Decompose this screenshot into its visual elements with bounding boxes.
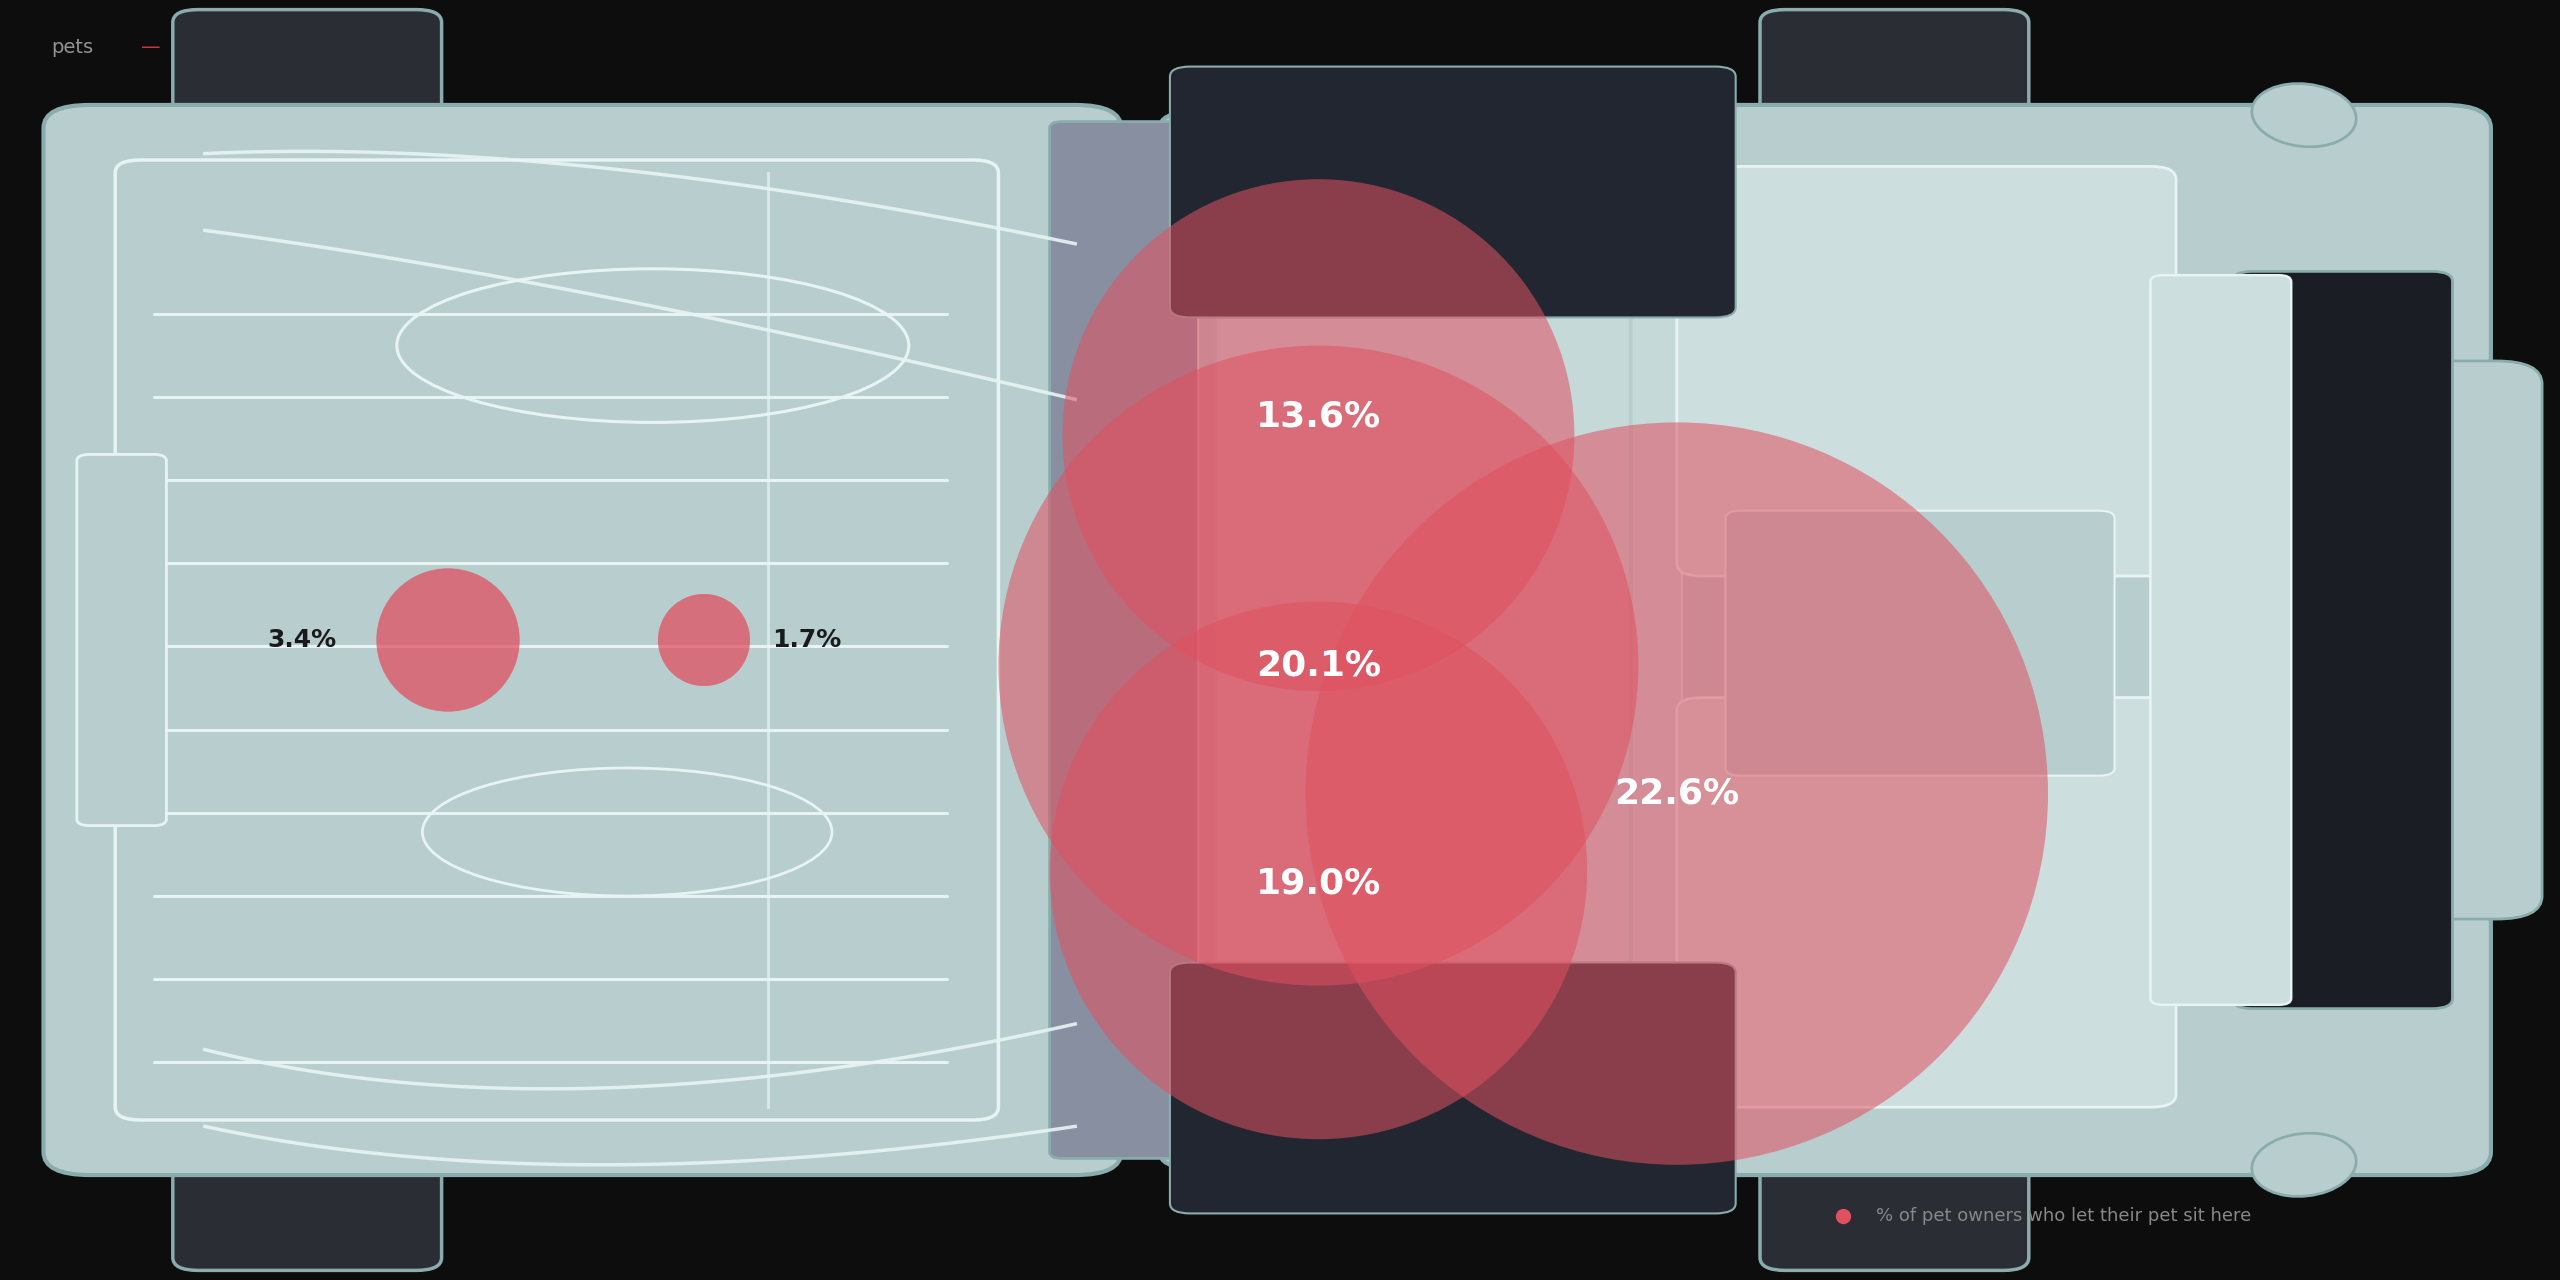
Ellipse shape — [1062, 179, 1574, 691]
Text: 1.7%: 1.7% — [771, 628, 842, 652]
FancyBboxPatch shape — [1050, 122, 1216, 1158]
FancyBboxPatch shape — [77, 454, 166, 826]
FancyBboxPatch shape — [1677, 698, 2176, 1107]
FancyBboxPatch shape — [1170, 67, 1736, 317]
Text: 3.4%: 3.4% — [266, 628, 338, 652]
Text: pets: pets — [51, 38, 92, 58]
FancyBboxPatch shape — [1725, 511, 2115, 776]
Text: % of pet owners who let their pet sit here: % of pet owners who let their pet sit he… — [1876, 1207, 2253, 1225]
Text: —: — — [141, 38, 161, 58]
FancyBboxPatch shape — [1631, 105, 2491, 1175]
FancyBboxPatch shape — [1160, 113, 1733, 1167]
Ellipse shape — [1306, 422, 2048, 1165]
Ellipse shape — [658, 594, 750, 686]
FancyBboxPatch shape — [1198, 298, 1682, 982]
FancyBboxPatch shape — [1761, 1149, 2028, 1270]
FancyBboxPatch shape — [172, 10, 440, 132]
Ellipse shape — [2253, 83, 2355, 147]
FancyBboxPatch shape — [172, 1149, 440, 1270]
FancyBboxPatch shape — [2232, 271, 2452, 1009]
Text: 20.1%: 20.1% — [1257, 649, 1380, 682]
FancyBboxPatch shape — [44, 105, 1121, 1175]
Text: 19.0%: 19.0% — [1257, 867, 1380, 900]
FancyBboxPatch shape — [2335, 361, 2542, 919]
Ellipse shape — [998, 346, 1638, 986]
Ellipse shape — [376, 568, 520, 712]
FancyBboxPatch shape — [1677, 166, 2176, 576]
FancyBboxPatch shape — [2150, 275, 2291, 1005]
Text: 13.6%: 13.6% — [1257, 399, 1380, 433]
Text: 22.6%: 22.6% — [1615, 777, 1738, 810]
Ellipse shape — [1050, 602, 1587, 1139]
FancyBboxPatch shape — [1761, 10, 2028, 132]
Ellipse shape — [2253, 1133, 2355, 1197]
FancyBboxPatch shape — [1170, 963, 1736, 1213]
FancyBboxPatch shape — [1198, 177, 1682, 316]
FancyBboxPatch shape — [1198, 964, 1682, 1103]
